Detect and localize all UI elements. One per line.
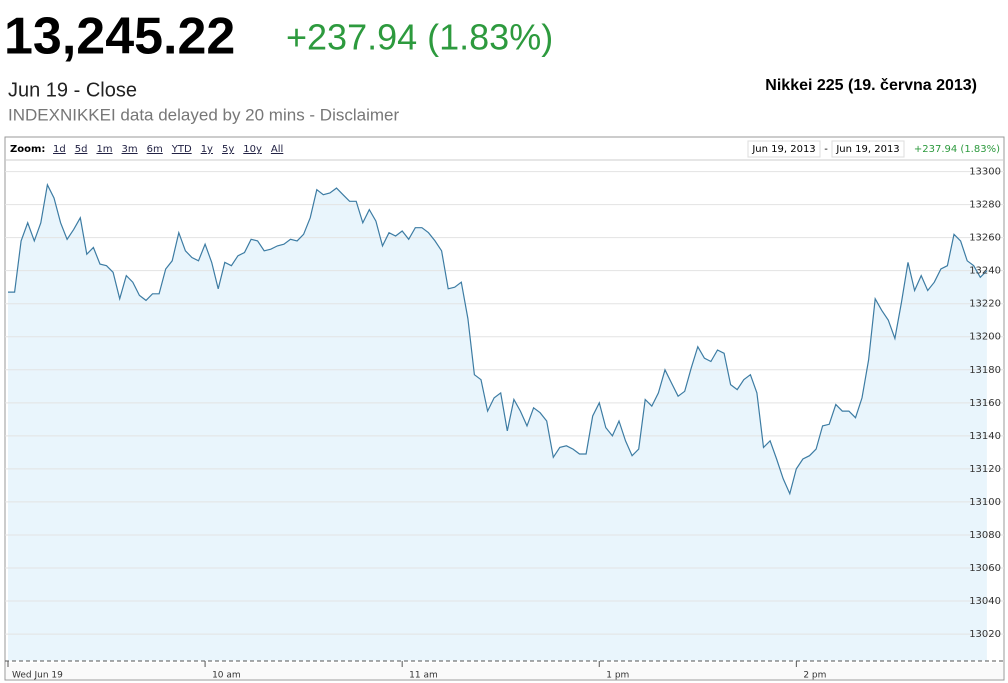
zoom-option[interactable]: YTD <box>171 144 192 155</box>
range-end[interactable]: Jun 19, 2013 <box>835 144 899 155</box>
price-change: +237.94 (1.83%) <box>286 17 553 58</box>
delay-note: INDEXNIKKEI data delayed by 20 mins - Di… <box>8 105 399 124</box>
y-tick-label: 13140 <box>969 431 1001 442</box>
plot: 13020 13040 13060 13080 13100 13120 13140 13160… <box>5 167 1004 681</box>
x-axis-band <box>6 663 1003 679</box>
range-end-box[interactable] <box>831 140 905 158</box>
close-label: Jun 19 - Close <box>8 79 137 101</box>
y-tick-label: 13080 <box>969 530 1001 541</box>
range-start[interactable]: Jun 19, 2013 <box>751 144 815 155</box>
y-tick-label: 13260 <box>969 233 1001 244</box>
zoom-option[interactable]: 1d <box>53 144 66 155</box>
y-tick-label: 13300 <box>969 167 1001 178</box>
y-tick-label: 13180 <box>969 365 1001 376</box>
y-tick-label: 13040 <box>969 596 1001 607</box>
y-tick-label: 13100 <box>969 497 1001 508</box>
zoom-option[interactable]: 5d <box>75 144 88 155</box>
y-tick-label: 13220 <box>969 299 1001 310</box>
zoom-option[interactable]: 6m <box>147 144 163 155</box>
y-tick-label: 13020 <box>969 629 1001 640</box>
y-tick-label: 13200 <box>969 332 1001 343</box>
x-tick-label: 2 pm <box>803 671 826 681</box>
zoom-options: 1d 5d 1m 3m 6m YTD 1y 5y 10y All <box>53 144 283 155</box>
line <box>8 182 988 496</box>
range-start-box[interactable] <box>747 140 821 158</box>
x-tick-label: 11 am <box>409 671 438 681</box>
zoom-option[interactable]: 1m <box>96 144 112 155</box>
x-tick-label: Wed Jun 19 <box>12 671 63 681</box>
zoom-option[interactable]: 1y <box>201 144 213 155</box>
zoom-option[interactable]: 5y <box>222 144 234 155</box>
range-change: +237.94 (1.83%) <box>914 144 1000 155</box>
range-separator: - <box>824 144 828 155</box>
y-tick-label: 13160 <box>969 398 1001 409</box>
chart-title: Nikkei 225 (19. června 2013) <box>765 77 977 94</box>
zoom-label: Zoom: <box>10 144 45 155</box>
x-tick-label: 10 am <box>212 671 241 681</box>
y-tick-label: 13060 <box>969 563 1001 574</box>
y-tick-label: 13240 <box>969 266 1001 277</box>
zoom-option[interactable]: 3m <box>122 144 138 155</box>
y-tick-label: 13120 <box>969 464 1001 475</box>
y-tick-label: 13280 <box>969 200 1001 211</box>
zoom-option[interactable]: 10y <box>243 144 262 155</box>
x-tick-label: 1 pm <box>606 671 629 681</box>
price: 13,245.22 <box>4 8 235 66</box>
zoom-option[interactable]: All <box>271 144 283 155</box>
